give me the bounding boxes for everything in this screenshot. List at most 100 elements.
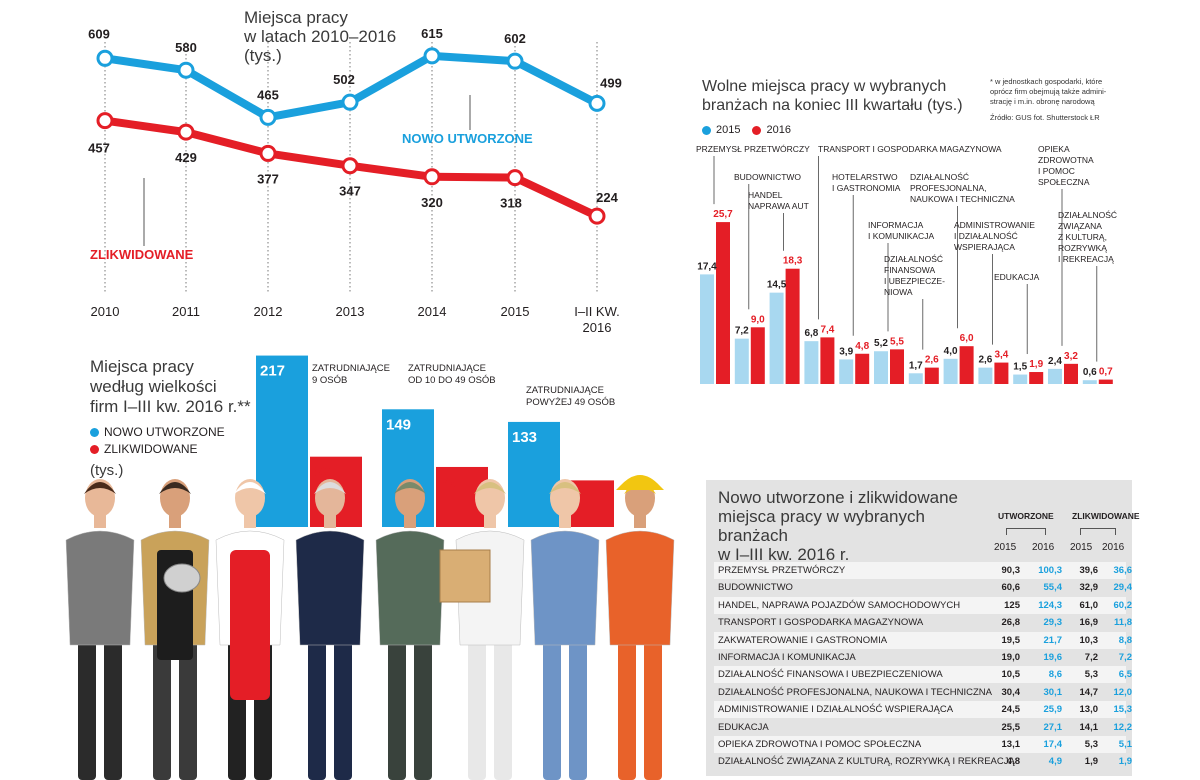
bar-2016 — [716, 222, 730, 384]
series-label-closed: ZLIKWIDOWANE — [90, 247, 194, 262]
row-label: DZIAŁALNOŚĆ FINANSOWA I UBEZPIECZENIOWA — [718, 669, 943, 681]
worker-torso — [295, 530, 365, 646]
row-value: 8,6 — [1048, 669, 1062, 681]
value-label: 347 — [339, 184, 361, 199]
row-value: 26,8 — [1001, 617, 1021, 629]
worker-hair — [314, 482, 346, 494]
category-label: OPIEKA — [1038, 144, 1070, 154]
x-tick-label: 2013 — [336, 304, 365, 319]
row-value: 12,2 — [1113, 721, 1133, 733]
firm-chart-title-line: według wielkości — [90, 377, 217, 396]
worker-figure — [530, 479, 600, 780]
table-title-line: miejsca pracy w wybranych branżach — [718, 507, 925, 545]
worker-hair — [234, 482, 266, 494]
bar-2016 — [994, 362, 1009, 384]
worker-neck — [94, 514, 106, 528]
value-label-2015: 14,5 — [767, 280, 787, 291]
data-point — [96, 49, 114, 67]
row-value: 5,1 — [1118, 739, 1132, 750]
value-label: 377 — [257, 171, 279, 186]
bar-2016 — [750, 327, 765, 384]
value-label: 615 — [421, 26, 443, 41]
row-value: 4,8 — [1006, 756, 1020, 768]
workers-photo — [65, 475, 675, 780]
row-value: 10,3 — [1079, 634, 1099, 646]
row-value: 29,3 — [1043, 617, 1063, 629]
row-label: INFORMACJA I KOMUNIKACJA — [718, 652, 856, 663]
bar-2016 — [820, 337, 835, 384]
worker-torso — [605, 530, 675, 646]
worker-figure — [455, 479, 525, 780]
firm-chart-title: Miejsca pracy według wielkości firm I–II… — [90, 357, 251, 417]
category-label: EDUKACJA — [994, 272, 1040, 282]
value-label-2015: 7,2 — [735, 326, 749, 337]
table-row: TRANSPORT I GOSPODARKA MAGAZYNOWA 26,8 29,… — [714, 614, 1132, 631]
table-row: PRZEMYSŁ PRZETWÓRCZY 90,3 100,3 39,6 36,6 — [714, 562, 1132, 579]
data-point — [259, 108, 277, 126]
worker-figure — [605, 479, 675, 780]
row-value: 60,6 — [1001, 582, 1021, 594]
footnote: * w jednostkach gospodarki, które oprócz… — [990, 77, 1106, 123]
x-tick-label: 2010 — [91, 304, 120, 319]
table-title: Nowo utworzone i zlikwidowane miejsca pr… — [718, 488, 988, 564]
worker-figure — [215, 479, 285, 780]
row-value: 90,3 — [1001, 565, 1021, 576]
bar-2016 — [1064, 363, 1078, 384]
row-value: 1,9 — [1084, 756, 1098, 768]
table-row: BUDOWNICTWO 60,6 55,4 32,9 29,4 — [714, 579, 1132, 596]
bar-chart-legend: 2015 2016 — [702, 124, 791, 136]
worker-figure — [295, 479, 365, 780]
x-tick-label: 2016 — [583, 320, 612, 335]
worker-hair — [549, 482, 581, 494]
category-label: 9 OSÓB — [312, 375, 347, 386]
hard-hat — [616, 475, 664, 490]
value-label-2016: 3,4 — [994, 350, 1008, 361]
row-value: 19,6 — [1043, 652, 1063, 663]
bar-2015 — [978, 367, 993, 384]
row-value: 27,1 — [1043, 721, 1063, 733]
bar-2015 — [734, 338, 749, 384]
table-row: DZIAŁALNOŚĆ ZWIĄZANA Z KULTURĄ, ROZRYWKĄ… — [714, 753, 1132, 770]
row-value: 17,4 — [1043, 739, 1063, 750]
row-value: 19,5 — [1001, 634, 1021, 646]
row-value: 12,0 — [1113, 686, 1133, 698]
header-closed: ZLIKWIDOWANE — [1072, 511, 1140, 521]
table-title-line: Nowo utworzone i zlikwidowane — [718, 488, 959, 507]
category-label: I REKREACJĄ — [1058, 254, 1114, 264]
worker-neck — [634, 514, 646, 528]
value-label-2016: 25,7 — [713, 209, 733, 220]
category-label: ADMINISTROWANIE — [954, 220, 1035, 230]
worker-neck — [404, 514, 416, 528]
value-label: 602 — [504, 31, 526, 46]
row-value: 4,9 — [1048, 756, 1062, 768]
row-value: 16,9 — [1079, 617, 1099, 629]
table-title-line: w I–III kw. 2016 r. — [718, 545, 850, 564]
value-label-2015: 6,8 — [804, 328, 818, 339]
table-row: OPIEKA ZDROWOTNA I POMOC SPOŁECZNA 13,1 17… — [714, 736, 1132, 753]
category-label: FINANSOWA — [884, 265, 935, 275]
legend-new: NOWO UTWORZONE — [90, 425, 225, 439]
worker-figure — [375, 479, 445, 780]
x-tick-label: 2015 — [501, 304, 530, 319]
value-label-new: 149 — [386, 416, 411, 433]
row-value: 21,7 — [1043, 634, 1063, 646]
data-point — [423, 47, 441, 65]
value-label-2015: 5,2 — [874, 338, 888, 349]
bar-2016 — [924, 367, 939, 384]
footnote-line: oprócz firm obejmują także admini- — [990, 87, 1107, 96]
row-value: 13,0 — [1079, 704, 1099, 716]
worker-figure — [140, 479, 210, 780]
bar-chart-title-line: branżach na koniec III kwartału (tys.) — [702, 97, 963, 114]
category-label: I POMOC — [1038, 166, 1075, 176]
worker-neck — [484, 514, 496, 528]
worker-leg — [334, 630, 352, 780]
worker-torso — [65, 530, 135, 646]
footnote-line: * w jednostkach gospodarki, które — [990, 77, 1103, 86]
worker-leg — [78, 630, 96, 780]
category-label: I DZIAŁALNOŚĆ — [954, 230, 1018, 241]
bar-new — [508, 421, 560, 527]
row-value: 24,5 — [1001, 704, 1021, 716]
data-point — [341, 93, 359, 111]
legend-2016: 2016 — [752, 124, 791, 136]
category-label: ZATRUDNIAJĄCE — [312, 363, 390, 374]
